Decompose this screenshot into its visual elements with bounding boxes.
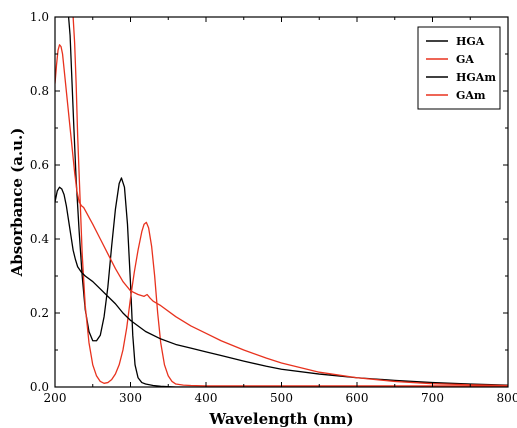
legend-label-hga: HGA	[456, 35, 485, 48]
x-axis-label: Wavelength (nm)	[208, 410, 353, 428]
legend-label-ga: GA	[456, 53, 474, 66]
x-tick-label: 800	[497, 391, 517, 405]
y-tick-label: 0.6	[30, 158, 49, 172]
x-ticks: 200 300 400 500 600 700 800	[44, 17, 517, 405]
x-tick-label: 300	[119, 391, 142, 405]
y-tick-label: 0.2	[30, 306, 49, 320]
y-tick-label: 1.0	[30, 10, 49, 24]
series-layer	[55, 17, 508, 387]
series-line-hgam	[55, 186, 508, 386]
series-line-gam	[55, 44, 508, 387]
y-tick-label: 0.4	[30, 232, 49, 246]
x-tick-label: 400	[195, 391, 218, 405]
y-ticks: 0.0 0.2 0.4 0.6 0.8 1.0	[30, 10, 508, 394]
y-tick-label: 0.0	[30, 380, 49, 394]
x-tick-label: 200	[44, 391, 67, 405]
legend: HGA GA HGAm GAm	[417, 26, 501, 110]
legend-label-gam: GAm	[456, 89, 486, 102]
legend-items: HGA GA HGAm GAm	[426, 35, 496, 102]
x-tick-label: 600	[346, 391, 369, 405]
series-line-ga	[72, 17, 508, 387]
legend-label-hgam: HGAm	[456, 71, 496, 84]
y-axis-label: Absorbance (a.u.)	[8, 128, 26, 278]
y-tick-label: 0.8	[30, 84, 49, 98]
series-line-hga	[67, 17, 508, 387]
x-tick-label: 500	[270, 391, 293, 405]
x-tick-label: 700	[421, 391, 444, 405]
